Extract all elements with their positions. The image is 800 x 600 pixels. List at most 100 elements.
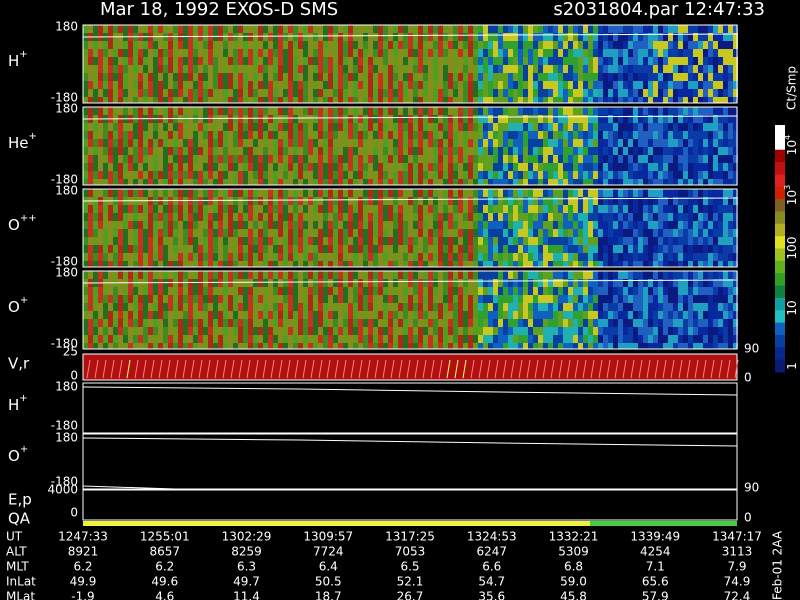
spectrogram-cell [453,189,458,197]
spectrogram-cell [448,41,453,49]
spectrogram-cell [273,327,278,335]
spectrogram-cell [153,271,158,279]
spectrogram-cell [478,279,483,287]
spectrogram-cell [333,107,338,115]
spectrogram-cell [533,139,538,147]
spectrogram-cell [383,179,388,185]
spectrogram-cell [313,229,318,237]
spectrogram-cell [363,147,368,155]
spectrogram-cell [303,343,308,349]
spectrogram-cell [668,65,673,73]
spectrogram-cell [603,205,608,213]
spectrogram-cell [83,319,88,327]
spectrogram-cell [433,131,438,139]
spectrogram-cell [543,213,548,221]
spectrogram-cell [583,163,588,171]
spectrogram-cell [98,343,103,349]
spectrogram-cell [463,287,468,295]
spectrogram-cell [573,213,578,221]
spectrogram-cell [708,57,713,65]
spectrogram-cell [638,89,643,97]
spectrogram-cell [688,25,693,33]
spectrogram-cell [673,237,678,245]
spectrogram-cell [558,343,563,349]
spectrogram-cell [558,115,563,123]
spectrogram-cell [193,271,198,279]
spectrogram-cell [168,205,173,213]
spectrogram-cell [618,197,623,205]
spectrogram-cell [143,131,148,139]
spectrogram-cell [243,115,248,123]
spectrogram-cell [108,171,113,179]
spectrogram-cell [273,221,278,229]
spectrogram-cell [723,73,728,81]
spectrogram-cell [433,303,438,311]
spectrogram-cell [678,131,683,139]
spectrogram-cell [628,237,633,245]
spectrogram-cell [398,303,403,311]
spectrogram-cell [228,261,233,267]
spectrogram-cell [318,245,323,253]
spectrogram-cell [473,33,478,41]
spectrogram-cell [368,253,373,261]
spectrogram-cell [608,155,613,163]
spectrogram-cell [378,279,383,287]
spectrogram-cell [423,205,428,213]
spectrogram-cell [293,189,298,197]
spectrogram-cell [488,189,493,197]
spectrogram-cell [588,197,593,205]
spectrogram-cell [228,229,233,237]
spectrogram-cell [673,57,678,65]
spectrogram-cell [148,139,153,147]
spectrogram-cell [268,73,273,81]
spectrogram-cell [573,179,578,185]
spectrogram-cell [313,163,318,171]
spectrogram-cell [588,271,593,279]
spectrogram-cell [153,179,158,185]
spectrogram-cell [188,303,193,311]
spectrogram-cell [343,287,348,295]
spectrogram-cell [163,81,168,89]
spectrogram-cell [538,33,543,41]
spectrogram-cell [638,261,643,267]
spectrogram-cell [438,335,443,343]
spectrogram-cell [643,189,648,197]
spectrogram-cell [473,139,478,147]
spectrogram-cell [598,107,603,115]
spectrogram-cell [253,123,258,131]
spectrogram-cell [608,33,613,41]
spectrogram-cell [598,89,603,97]
spectrogram-cell [113,303,118,311]
spectrogram-cell [523,89,528,97]
spectrogram-cell [173,303,178,311]
spectrogram-cell [398,115,403,123]
spectrogram-cell [248,229,253,237]
spectrogram-cell [723,197,728,205]
spectrogram-cell [108,229,113,237]
spectrogram-cell [548,335,553,343]
spectrogram-cell [258,33,263,41]
spectrogram-cell [423,237,428,245]
spectrogram-cell [333,123,338,131]
spectrogram-cell [193,245,198,253]
spectrogram-cell [173,65,178,73]
spectrogram-cell [148,179,153,185]
spectrogram-cell [373,65,378,73]
spectrogram-cell [233,343,238,349]
spectrogram-cell [648,123,653,131]
spectrogram-cell [733,163,738,171]
spectrogram-cell [443,261,448,267]
spectrogram-cell [623,65,628,73]
spectrogram-cell [338,57,343,65]
spectrogram-cell [203,287,208,295]
spectrogram-cell [488,279,493,287]
spectrogram-cell [413,49,418,57]
spectrogram-cell [263,221,268,229]
spectrogram-cell [583,25,588,33]
spectrogram-cell [123,179,128,185]
spectrogram-cell [413,229,418,237]
spectrogram-cell [88,41,93,49]
spectrogram-cell [673,81,678,89]
spectrogram-cell [598,189,603,197]
spectrogram-cell [598,287,603,295]
